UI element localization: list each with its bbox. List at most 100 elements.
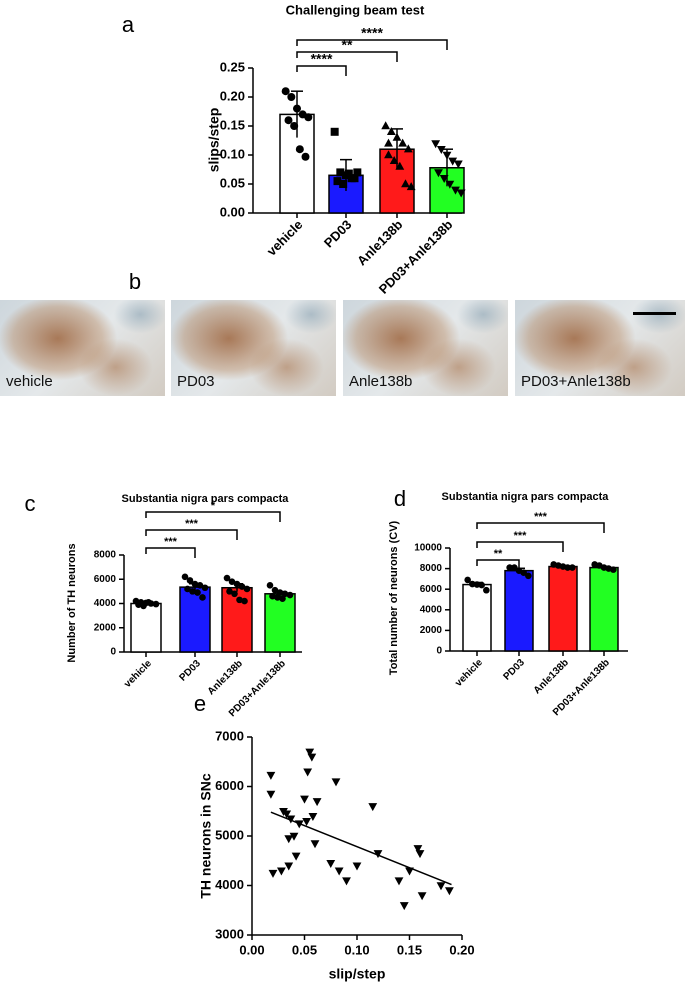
data-point bbox=[342, 877, 351, 886]
data-point bbox=[525, 572, 532, 580]
data-point bbox=[384, 138, 393, 147]
data-point bbox=[398, 138, 408, 147]
data-point bbox=[389, 156, 399, 164]
data-point bbox=[413, 845, 423, 854]
bar bbox=[462, 583, 492, 652]
panel-label: a bbox=[122, 12, 135, 37]
x-tick-label: PD03 bbox=[178, 658, 204, 684]
data-point bbox=[339, 180, 348, 188]
significance-label: **** bbox=[311, 51, 333, 67]
y-tick-label: 0.20 bbox=[220, 88, 245, 103]
chart-title: Substantia nigra pars compacta bbox=[442, 491, 610, 503]
y-tick-label: 3000 bbox=[215, 926, 244, 941]
bar bbox=[548, 565, 578, 652]
data-point bbox=[145, 598, 152, 606]
significance-bracket bbox=[296, 39, 448, 50]
data-point bbox=[453, 160, 463, 169]
y-tick-label: 8000 bbox=[94, 550, 117, 561]
data-point bbox=[186, 577, 194, 584]
data-point bbox=[445, 180, 455, 189]
data-point bbox=[291, 852, 301, 861]
data-point bbox=[228, 578, 236, 585]
x-tick-label: Anle138b bbox=[354, 217, 406, 269]
y-tick-label: 2000 bbox=[94, 622, 117, 633]
micrograph-label: PD03 bbox=[177, 373, 215, 390]
bar bbox=[264, 593, 296, 653]
panel-label: c bbox=[25, 491, 36, 516]
bar bbox=[589, 566, 619, 652]
data-point bbox=[483, 586, 490, 594]
data-point bbox=[226, 588, 233, 595]
data-point bbox=[399, 902, 409, 911]
y-tick-label: 0 bbox=[436, 646, 442, 657]
panel-label: e bbox=[194, 691, 206, 716]
significance-label: *** bbox=[534, 511, 548, 523]
x-tick-label: Anle138b bbox=[532, 657, 571, 696]
data-point bbox=[326, 860, 336, 869]
data-point bbox=[350, 174, 359, 183]
y-tick-label: 2000 bbox=[420, 625, 443, 636]
data-point bbox=[194, 589, 201, 596]
data-point bbox=[368, 803, 378, 812]
y-tick-label: 0.15 bbox=[220, 117, 245, 132]
data-point bbox=[223, 574, 231, 582]
x-tick-label: PD03 bbox=[502, 657, 528, 683]
x-tick-label: 0.05 bbox=[292, 942, 317, 957]
micrograph: Anle138b bbox=[343, 300, 508, 396]
data-point bbox=[201, 584, 209, 592]
y-tick-label: 7000 bbox=[215, 728, 244, 743]
data-point bbox=[406, 182, 416, 191]
data-point bbox=[236, 596, 243, 604]
data-point bbox=[312, 798, 322, 807]
data-point bbox=[520, 569, 527, 577]
data-point bbox=[196, 582, 204, 589]
significance-label: * bbox=[211, 500, 216, 512]
x-tick-label: 0.00 bbox=[239, 942, 264, 957]
y-tick-label: 5000 bbox=[215, 827, 244, 842]
data-point bbox=[290, 122, 299, 130]
data-point bbox=[334, 867, 344, 876]
data-point bbox=[610, 566, 617, 573]
data-point bbox=[464, 576, 471, 584]
data-point bbox=[301, 152, 310, 161]
data-point bbox=[271, 586, 279, 594]
data-point bbox=[456, 189, 466, 198]
data-point bbox=[436, 882, 446, 891]
bar bbox=[130, 602, 162, 653]
data-point bbox=[181, 573, 189, 581]
significance-label: *** bbox=[514, 530, 528, 542]
data-point bbox=[284, 835, 294, 844]
data-point bbox=[353, 168, 362, 177]
data-point bbox=[331, 778, 341, 787]
data-point bbox=[373, 850, 383, 859]
chart-title: Substantia nigra pars compacta bbox=[122, 493, 290, 505]
y-tick-label: 6000 bbox=[94, 574, 117, 585]
data-point bbox=[511, 564, 518, 571]
data-point bbox=[238, 583, 246, 590]
y-axis-label: slips/step bbox=[206, 108, 222, 173]
data-point bbox=[295, 145, 304, 154]
y-tick-label: 0.00 bbox=[220, 204, 245, 219]
y-tick-label: 0.05 bbox=[220, 175, 245, 190]
data-point bbox=[330, 127, 339, 136]
data-point bbox=[308, 813, 318, 821]
data-point bbox=[564, 564, 571, 571]
significance-bracket bbox=[476, 522, 605, 533]
scale-bar bbox=[633, 312, 676, 315]
regression-line bbox=[270, 811, 452, 886]
chart-title: Challenging beam test bbox=[286, 2, 425, 17]
data-point bbox=[478, 581, 485, 589]
significance-label: ** bbox=[342, 37, 353, 53]
data-point bbox=[300, 795, 309, 804]
significance-label: **** bbox=[361, 25, 383, 41]
significance-bracket bbox=[145, 547, 196, 558]
data-point bbox=[381, 121, 391, 130]
x-tick-label: vehicle bbox=[264, 217, 306, 259]
data-point bbox=[191, 580, 199, 588]
panel-label: b bbox=[129, 269, 141, 294]
micrograph-label: Anle138b bbox=[349, 373, 413, 390]
significance-label: *** bbox=[164, 536, 178, 548]
micrograph: vehicle bbox=[0, 300, 165, 396]
